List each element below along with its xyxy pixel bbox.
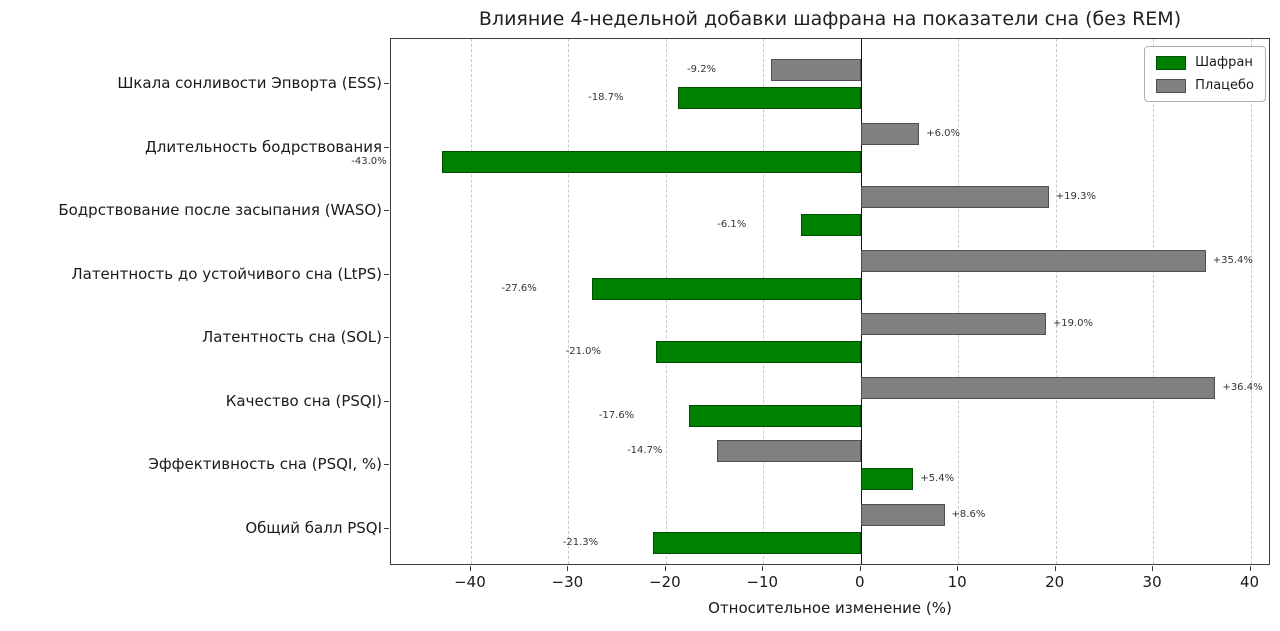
- bar-saffron: [801, 214, 861, 236]
- gridline-x-20: [1055, 39, 1057, 564]
- value-label: -21.3%: [562, 536, 599, 548]
- x-tick-label: 10: [947, 573, 967, 591]
- y-category-label: Общий балл PSQI: [245, 518, 382, 537]
- value-label: +6.0%: [926, 127, 960, 139]
- bar-placebo: [860, 503, 945, 526]
- value-label: +8.6%: [951, 508, 986, 520]
- bar-saffron: [860, 468, 914, 490]
- y-tick-mark: [384, 83, 389, 84]
- gridline-x--40: [470, 39, 472, 564]
- x-tick-mark: [859, 566, 861, 571]
- value-label: -14.7%: [627, 445, 663, 456]
- gridline-x-40: [1250, 39, 1252, 564]
- x-tick-label: −10: [746, 573, 779, 591]
- x-tick-mark: [664, 566, 666, 571]
- bar-saffron: [591, 277, 861, 300]
- x-axis-title: Относительное изменение (%): [708, 599, 952, 617]
- legend-entry-placebo: Плацебо: [1156, 78, 1254, 93]
- x-tick-mark: [957, 566, 959, 571]
- bar-placebo: [771, 59, 861, 81]
- saffron-swatch-icon: [1156, 55, 1187, 70]
- x-tick-mark: [567, 566, 569, 571]
- x-tick-mark: [1152, 566, 1154, 571]
- y-category-label: Эффективность сна (PSQI, %): [148, 455, 382, 473]
- bar-placebo: [717, 440, 861, 462]
- x-tick-label: −40: [454, 573, 486, 591]
- gridline-x--20: [665, 39, 667, 564]
- value-label: -9.2%: [687, 64, 717, 75]
- y-tick-mark: [384, 464, 389, 465]
- x-tick-label: 40: [1239, 573, 1260, 591]
- value-label: -43.0%: [351, 155, 387, 167]
- y-category-label: Бодрствование после засыпания (WASO): [58, 201, 382, 219]
- y-tick-mark: [384, 146, 389, 148]
- bar-saffron: [653, 531, 861, 554]
- y-tick-mark: [384, 527, 389, 529]
- legend-label-placebo: Плацебо: [1195, 78, 1254, 93]
- value-label: +35.4%: [1212, 254, 1253, 266]
- plot-area: -9.2% -18.7% +6.0% -43.0% +19.3% -6.1% +35.4% -…: [351, 38, 1270, 565]
- bar-saffron: [656, 341, 861, 363]
- value-label: +5.4%: [920, 473, 955, 484]
- zero-baseline: [860, 39, 862, 564]
- y-category-label: Длительность бодрствования: [145, 137, 382, 156]
- bar-saffron: [441, 150, 861, 173]
- x-tick-mark: [762, 566, 764, 571]
- gridline-x-10: [958, 39, 960, 564]
- y-tick-mark: [384, 337, 389, 338]
- value-label: +19.0%: [1052, 318, 1094, 329]
- x-tick-label: 20: [1045, 573, 1065, 591]
- bar-placebo: [860, 122, 920, 145]
- y-category-label: Качество сна (PSQI): [225, 391, 382, 410]
- x-tick-mark: [1249, 566, 1251, 571]
- value-label: -18.7%: [588, 92, 624, 103]
- value-label: -6.1%: [717, 219, 747, 230]
- x-tick-label: 30: [1142, 573, 1162, 591]
- gridline-x-30: [1153, 39, 1155, 564]
- y-tick-mark: [384, 273, 389, 275]
- y-category-label: Латентность сна (SOL): [202, 328, 382, 346]
- gridline-x--10: [763, 39, 765, 564]
- y-tick-mark: [384, 400, 389, 402]
- chart-title: Влияние 4-недельной добавки шафрана на п…: [478, 8, 1182, 30]
- value-label: -17.6%: [598, 409, 635, 421]
- legend-label-saffron: Шафран: [1195, 55, 1253, 70]
- gridline-x--30: [568, 39, 570, 564]
- value-label: -27.6%: [501, 282, 537, 294]
- x-tick-label: −30: [551, 573, 584, 591]
- bar-saffron: [689, 404, 861, 427]
- value-label: +19.3%: [1055, 191, 1096, 202]
- x-tick-mark: [1054, 566, 1056, 571]
- legend: Шафран Плацебо: [1144, 46, 1266, 102]
- y-tick-mark: [384, 210, 389, 211]
- x-tick-label: 0: [854, 573, 865, 591]
- x-tick-mark: [469, 566, 471, 571]
- y-category-label: Латентность до устойчивого сна (LtPS): [71, 264, 382, 283]
- bar-placebo: [860, 186, 1049, 208]
- bar-saffron: [678, 87, 861, 109]
- legend-entry-saffron: Шафран: [1156, 55, 1254, 70]
- bar-placebo: [860, 376, 1216, 399]
- bar-placebo: [860, 249, 1206, 272]
- placebo-swatch-icon: [1156, 78, 1187, 93]
- y-category-label: Шкала сонливости Эпворта (ESS): [117, 74, 382, 92]
- bar-placebo: [860, 313, 1046, 335]
- x-tick-label: −20: [648, 573, 681, 591]
- value-label: -21.0%: [565, 346, 602, 357]
- value-label: +36.4%: [1222, 381, 1263, 393]
